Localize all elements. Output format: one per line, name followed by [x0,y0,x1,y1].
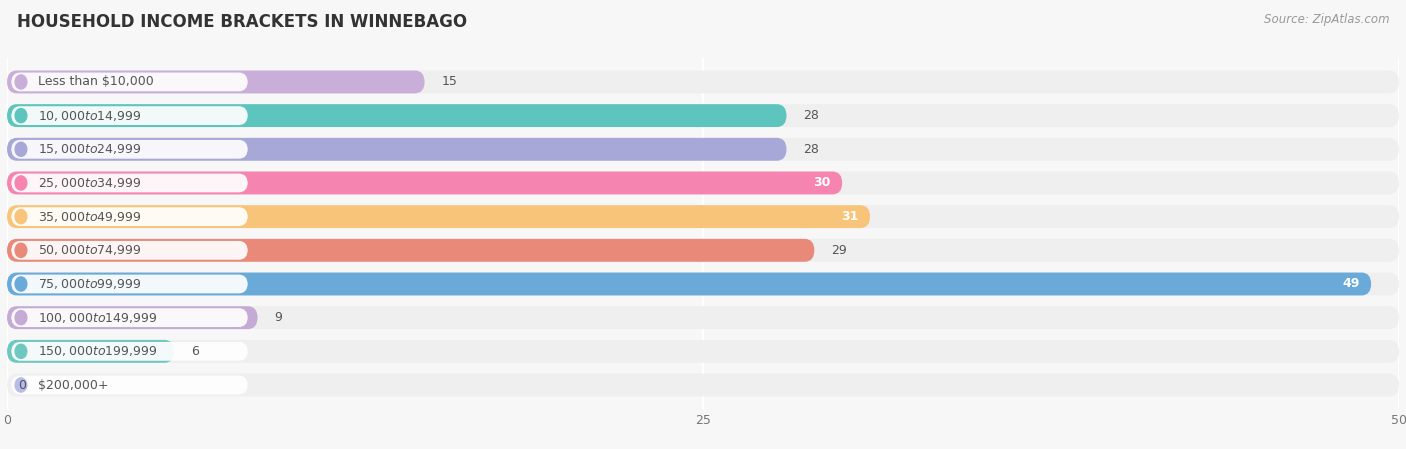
Text: 6: 6 [191,345,198,358]
FancyBboxPatch shape [11,241,247,260]
FancyBboxPatch shape [7,205,870,228]
FancyBboxPatch shape [7,374,1399,396]
Text: Source: ZipAtlas.com: Source: ZipAtlas.com [1264,13,1389,26]
Text: HOUSEHOLD INCOME BRACKETS IN WINNEBAGO: HOUSEHOLD INCOME BRACKETS IN WINNEBAGO [17,13,467,31]
Text: $100,000 to $149,999: $100,000 to $149,999 [38,311,157,325]
FancyBboxPatch shape [11,174,247,192]
FancyBboxPatch shape [7,239,1399,262]
FancyBboxPatch shape [7,306,1399,329]
FancyBboxPatch shape [7,340,1399,363]
Text: 30: 30 [814,176,831,189]
FancyBboxPatch shape [11,275,247,293]
FancyBboxPatch shape [7,340,174,363]
Circle shape [15,243,27,257]
FancyBboxPatch shape [7,205,1399,228]
FancyBboxPatch shape [7,138,786,161]
FancyBboxPatch shape [11,308,247,327]
FancyBboxPatch shape [7,104,786,127]
FancyBboxPatch shape [11,73,247,91]
Circle shape [15,176,27,190]
FancyBboxPatch shape [7,239,814,262]
Text: $75,000 to $99,999: $75,000 to $99,999 [38,277,141,291]
FancyBboxPatch shape [7,172,1399,194]
Text: 0: 0 [18,379,27,392]
FancyBboxPatch shape [11,376,247,394]
Text: $35,000 to $49,999: $35,000 to $49,999 [38,210,141,224]
Circle shape [15,210,27,224]
FancyBboxPatch shape [11,342,247,361]
Circle shape [15,344,27,358]
FancyBboxPatch shape [7,273,1371,295]
FancyBboxPatch shape [7,70,1399,93]
Circle shape [15,75,27,89]
Text: 9: 9 [274,311,283,324]
Text: 31: 31 [842,210,859,223]
Circle shape [15,311,27,325]
Text: $50,000 to $74,999: $50,000 to $74,999 [38,243,141,257]
Text: 28: 28 [803,143,820,156]
Text: 28: 28 [803,109,820,122]
Text: $200,000+: $200,000+ [38,379,108,392]
Circle shape [15,378,27,392]
Text: $10,000 to $14,999: $10,000 to $14,999 [38,109,141,123]
Text: $25,000 to $34,999: $25,000 to $34,999 [38,176,141,190]
Text: Less than $10,000: Less than $10,000 [38,75,153,88]
FancyBboxPatch shape [7,104,1399,127]
Text: $15,000 to $24,999: $15,000 to $24,999 [38,142,141,156]
Circle shape [15,142,27,156]
FancyBboxPatch shape [7,273,1399,295]
FancyBboxPatch shape [7,138,1399,161]
FancyBboxPatch shape [11,106,247,125]
FancyBboxPatch shape [11,140,247,158]
Text: 29: 29 [831,244,846,257]
FancyBboxPatch shape [7,172,842,194]
Text: 15: 15 [441,75,457,88]
Circle shape [15,277,27,291]
FancyBboxPatch shape [11,207,247,226]
FancyBboxPatch shape [7,70,425,93]
Text: $150,000 to $199,999: $150,000 to $199,999 [38,344,157,358]
Circle shape [15,109,27,123]
Text: 49: 49 [1343,277,1360,291]
FancyBboxPatch shape [7,306,257,329]
